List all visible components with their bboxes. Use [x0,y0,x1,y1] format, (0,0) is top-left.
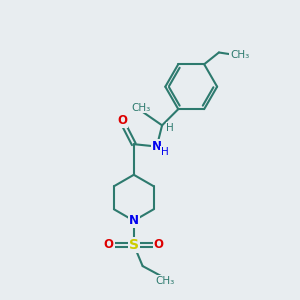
Text: S: S [129,238,139,252]
Text: N: N [152,140,162,153]
Text: CH₃: CH₃ [230,50,249,60]
Text: CH₃: CH₃ [155,276,174,286]
Text: O: O [154,238,164,251]
Text: O: O [117,114,127,127]
Text: N: N [129,214,139,227]
Text: O: O [104,238,114,251]
Text: H: H [167,123,174,133]
Text: CH₃: CH₃ [132,103,151,113]
Text: H: H [161,147,169,157]
